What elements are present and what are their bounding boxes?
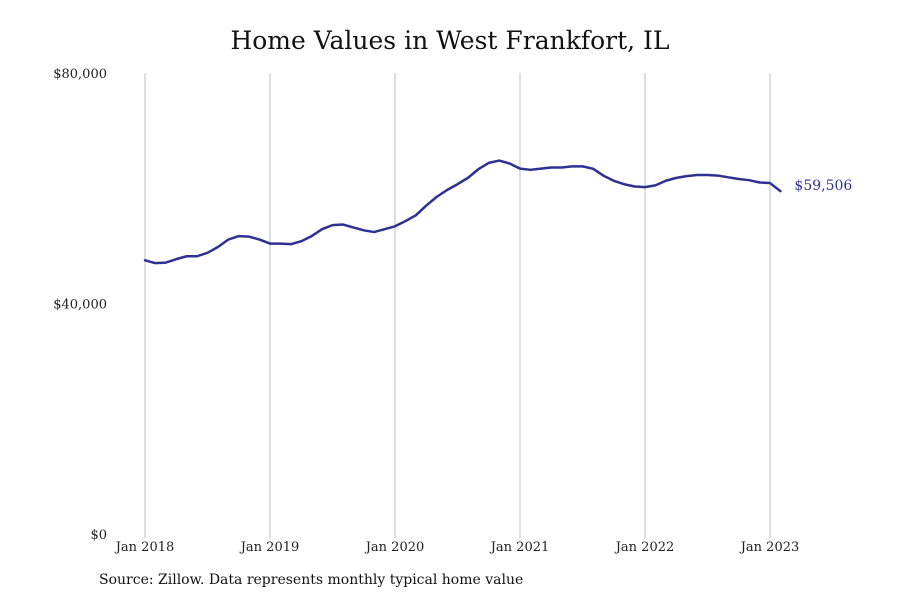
grid-lines (144, 73, 771, 534)
y-tick-label: $40,000 (53, 298, 107, 313)
x-tick-label: Jan 2019 (239, 540, 300, 555)
x-axis: Jan 2018 Jan 2019 Jan 2020 Jan 2021 Jan 2022… (114, 534, 800, 555)
source-note: Source: Zillow. Data represents monthly … (99, 572, 524, 588)
end-value-label: $59,506 (794, 178, 852, 194)
x-tick-label: Jan 2021 (489, 540, 550, 555)
y-tick-label: $80,000 (53, 67, 107, 82)
x-tick-label: Jan 2022 (614, 540, 675, 555)
y-axis: $0 $40,000 $80,000 (53, 67, 107, 543)
series-line-home-value (143, 159, 782, 265)
x-tick-label: Jan 2020 (364, 540, 425, 555)
x-tick-label: Jan 2018 (114, 540, 175, 555)
chart-title: Home Values in West Frankfort, IL (230, 26, 670, 55)
y-tick-label: $0 (90, 528, 107, 543)
x-tick-label: Jan 2023 (739, 540, 800, 555)
